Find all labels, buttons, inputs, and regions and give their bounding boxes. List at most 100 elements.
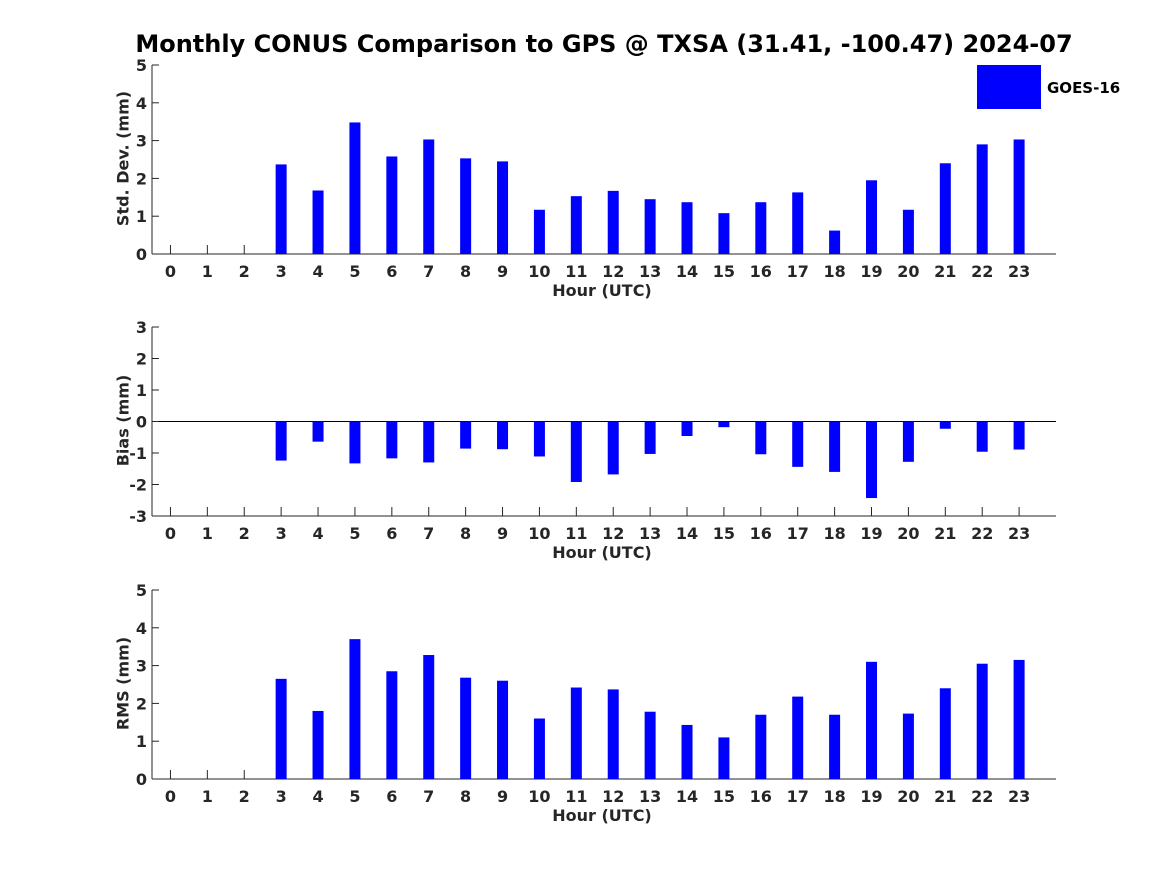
y-tick-label: 1 — [136, 381, 147, 400]
bar — [902, 209, 914, 254]
bar — [644, 199, 656, 254]
x-tick-label: 23 — [1008, 262, 1030, 281]
x-tick-label: 19 — [860, 787, 882, 806]
bar — [829, 230, 841, 254]
bar — [866, 421, 878, 499]
bar — [460, 421, 472, 449]
y-tick-label: -2 — [129, 476, 147, 495]
y-axis-label: Std. Dev. (mm) — [114, 91, 133, 226]
x-tick-label: 20 — [897, 524, 919, 543]
x-tick-label: 18 — [823, 262, 845, 281]
x-tick-label: 18 — [823, 524, 845, 543]
y-tick-label: 3 — [136, 132, 147, 151]
bar — [829, 714, 841, 779]
x-tick-label: 20 — [897, 787, 919, 806]
bar — [718, 737, 730, 779]
bar — [533, 421, 545, 457]
x-tick-label: 8 — [460, 524, 471, 543]
bar — [460, 158, 472, 254]
y-tick-label: 2 — [136, 169, 147, 188]
x-axis-label: Hour (UTC) — [552, 281, 652, 300]
x-tick-label: 2 — [239, 787, 250, 806]
x-tick-label: 10 — [528, 787, 550, 806]
x-tick-label: 4 — [312, 262, 323, 281]
x-tick-label: 22 — [971, 262, 993, 281]
bar — [386, 671, 398, 779]
x-tick-label: 16 — [750, 787, 772, 806]
x-tick-label: 8 — [460, 787, 471, 806]
bar — [423, 655, 435, 779]
y-tick-label: 5 — [136, 581, 147, 600]
x-tick-label: 1 — [202, 787, 213, 806]
bar — [792, 421, 804, 467]
bar — [386, 156, 398, 254]
y-tick-label: -3 — [129, 507, 147, 526]
x-tick-label: 23 — [1008, 787, 1030, 806]
bar — [607, 190, 619, 254]
y-tick-label: -1 — [129, 444, 147, 463]
x-tick-label: 4 — [312, 524, 323, 543]
x-tick-label: 7 — [423, 262, 434, 281]
x-tick-label: 17 — [787, 524, 809, 543]
x-tick-label: 16 — [750, 524, 772, 543]
x-tick-label: 21 — [934, 787, 956, 806]
bar — [976, 663, 988, 779]
x-tick-label: 14 — [676, 787, 698, 806]
x-tick-label: 6 — [386, 524, 397, 543]
bar — [386, 421, 398, 459]
x-tick-label: 12 — [602, 262, 624, 281]
x-tick-label: 7 — [423, 524, 434, 543]
bar — [497, 421, 509, 450]
y-tick-label: 0 — [136, 413, 147, 432]
chart-title: Monthly CONUS Comparison to GPS @ TXSA (… — [135, 30, 1072, 58]
bar — [902, 421, 914, 462]
x-tick-label: 9 — [497, 787, 508, 806]
bar — [349, 421, 361, 464]
bar — [312, 421, 324, 442]
x-tick-label: 4 — [312, 787, 323, 806]
x-tick-label: 0 — [165, 524, 176, 543]
x-tick-label: 10 — [528, 262, 550, 281]
x-tick-label: 15 — [713, 524, 735, 543]
bar — [1013, 139, 1025, 254]
bar — [533, 718, 545, 779]
y-tick-label: 4 — [136, 619, 147, 638]
x-tick-label: 23 — [1008, 524, 1030, 543]
x-tick-label: 5 — [349, 524, 360, 543]
legend: GOES-16 — [977, 65, 1120, 109]
bar — [533, 209, 545, 254]
x-tick-label: 5 — [349, 787, 360, 806]
x-tick-label: 11 — [565, 524, 587, 543]
y-tick-label: 4 — [136, 94, 147, 113]
y-tick-label: 0 — [136, 770, 147, 789]
bar — [939, 163, 951, 254]
bar — [792, 192, 804, 254]
bar — [275, 164, 287, 254]
bar — [570, 687, 582, 779]
y-tick-label: 5 — [136, 56, 147, 75]
x-tick-label: 22 — [971, 524, 993, 543]
x-tick-label: 0 — [165, 787, 176, 806]
x-tick-label: 15 — [713, 787, 735, 806]
bar — [976, 144, 988, 254]
x-tick-label: 20 — [897, 262, 919, 281]
bar — [497, 161, 509, 254]
bar — [644, 711, 656, 779]
bar — [312, 190, 324, 254]
bar — [607, 689, 619, 779]
y-tick-label: 3 — [136, 318, 147, 337]
y-axis-label: RMS (mm) — [114, 637, 133, 730]
x-tick-label: 21 — [934, 262, 956, 281]
y-tick-label: 2 — [136, 694, 147, 713]
x-tick-label: 19 — [860, 524, 882, 543]
x-tick-label: 3 — [276, 524, 287, 543]
bar — [423, 139, 435, 254]
x-tick-label: 13 — [639, 524, 661, 543]
y-tick-label: 0 — [136, 245, 147, 264]
x-tick-label: 17 — [787, 787, 809, 806]
x-tick-label: 18 — [823, 787, 845, 806]
x-tick-label: 14 — [676, 524, 698, 543]
